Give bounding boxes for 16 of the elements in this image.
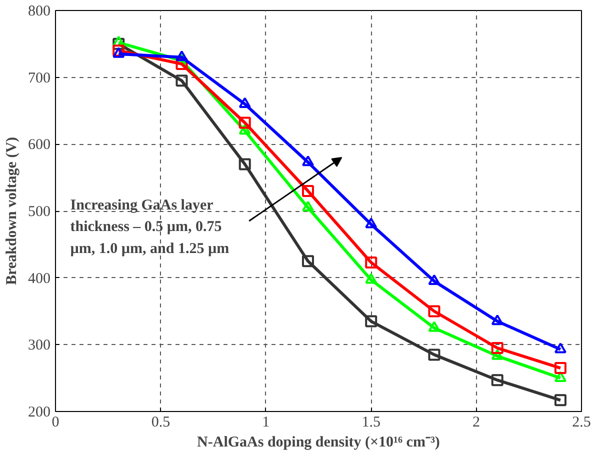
x-tick-label: 1.5 [362,414,380,430]
y-tick-label: 400 [28,270,50,287]
y-axis-title: Breakdown voltage (V) [4,136,20,286]
x-tick-label: 0 [52,414,60,430]
x-tick-label: 0.5 [151,414,170,430]
y-tick-label: 200 [28,404,50,420]
y-tick-label: 500 [28,204,50,220]
x-tick-label: 2.5 [572,414,591,430]
y-tick-label: 800 [28,4,50,20]
annotation: Increasing GaAs layer thickness – 0.5 µm, 0.75 µm, 1.0 µm, and 1.25 µm [70,198,230,257]
x-axis-title: N-AlGaAs doping density (×10¹⁶ cm⁻³) [197,434,440,450]
y-tick-label: 300 [28,338,50,354]
x-tick-label: 1 [262,414,270,430]
y-tick-label: 600 [28,137,50,154]
y-tick-label: 700 [28,70,50,86]
x-tick-label: 2 [472,414,480,430]
